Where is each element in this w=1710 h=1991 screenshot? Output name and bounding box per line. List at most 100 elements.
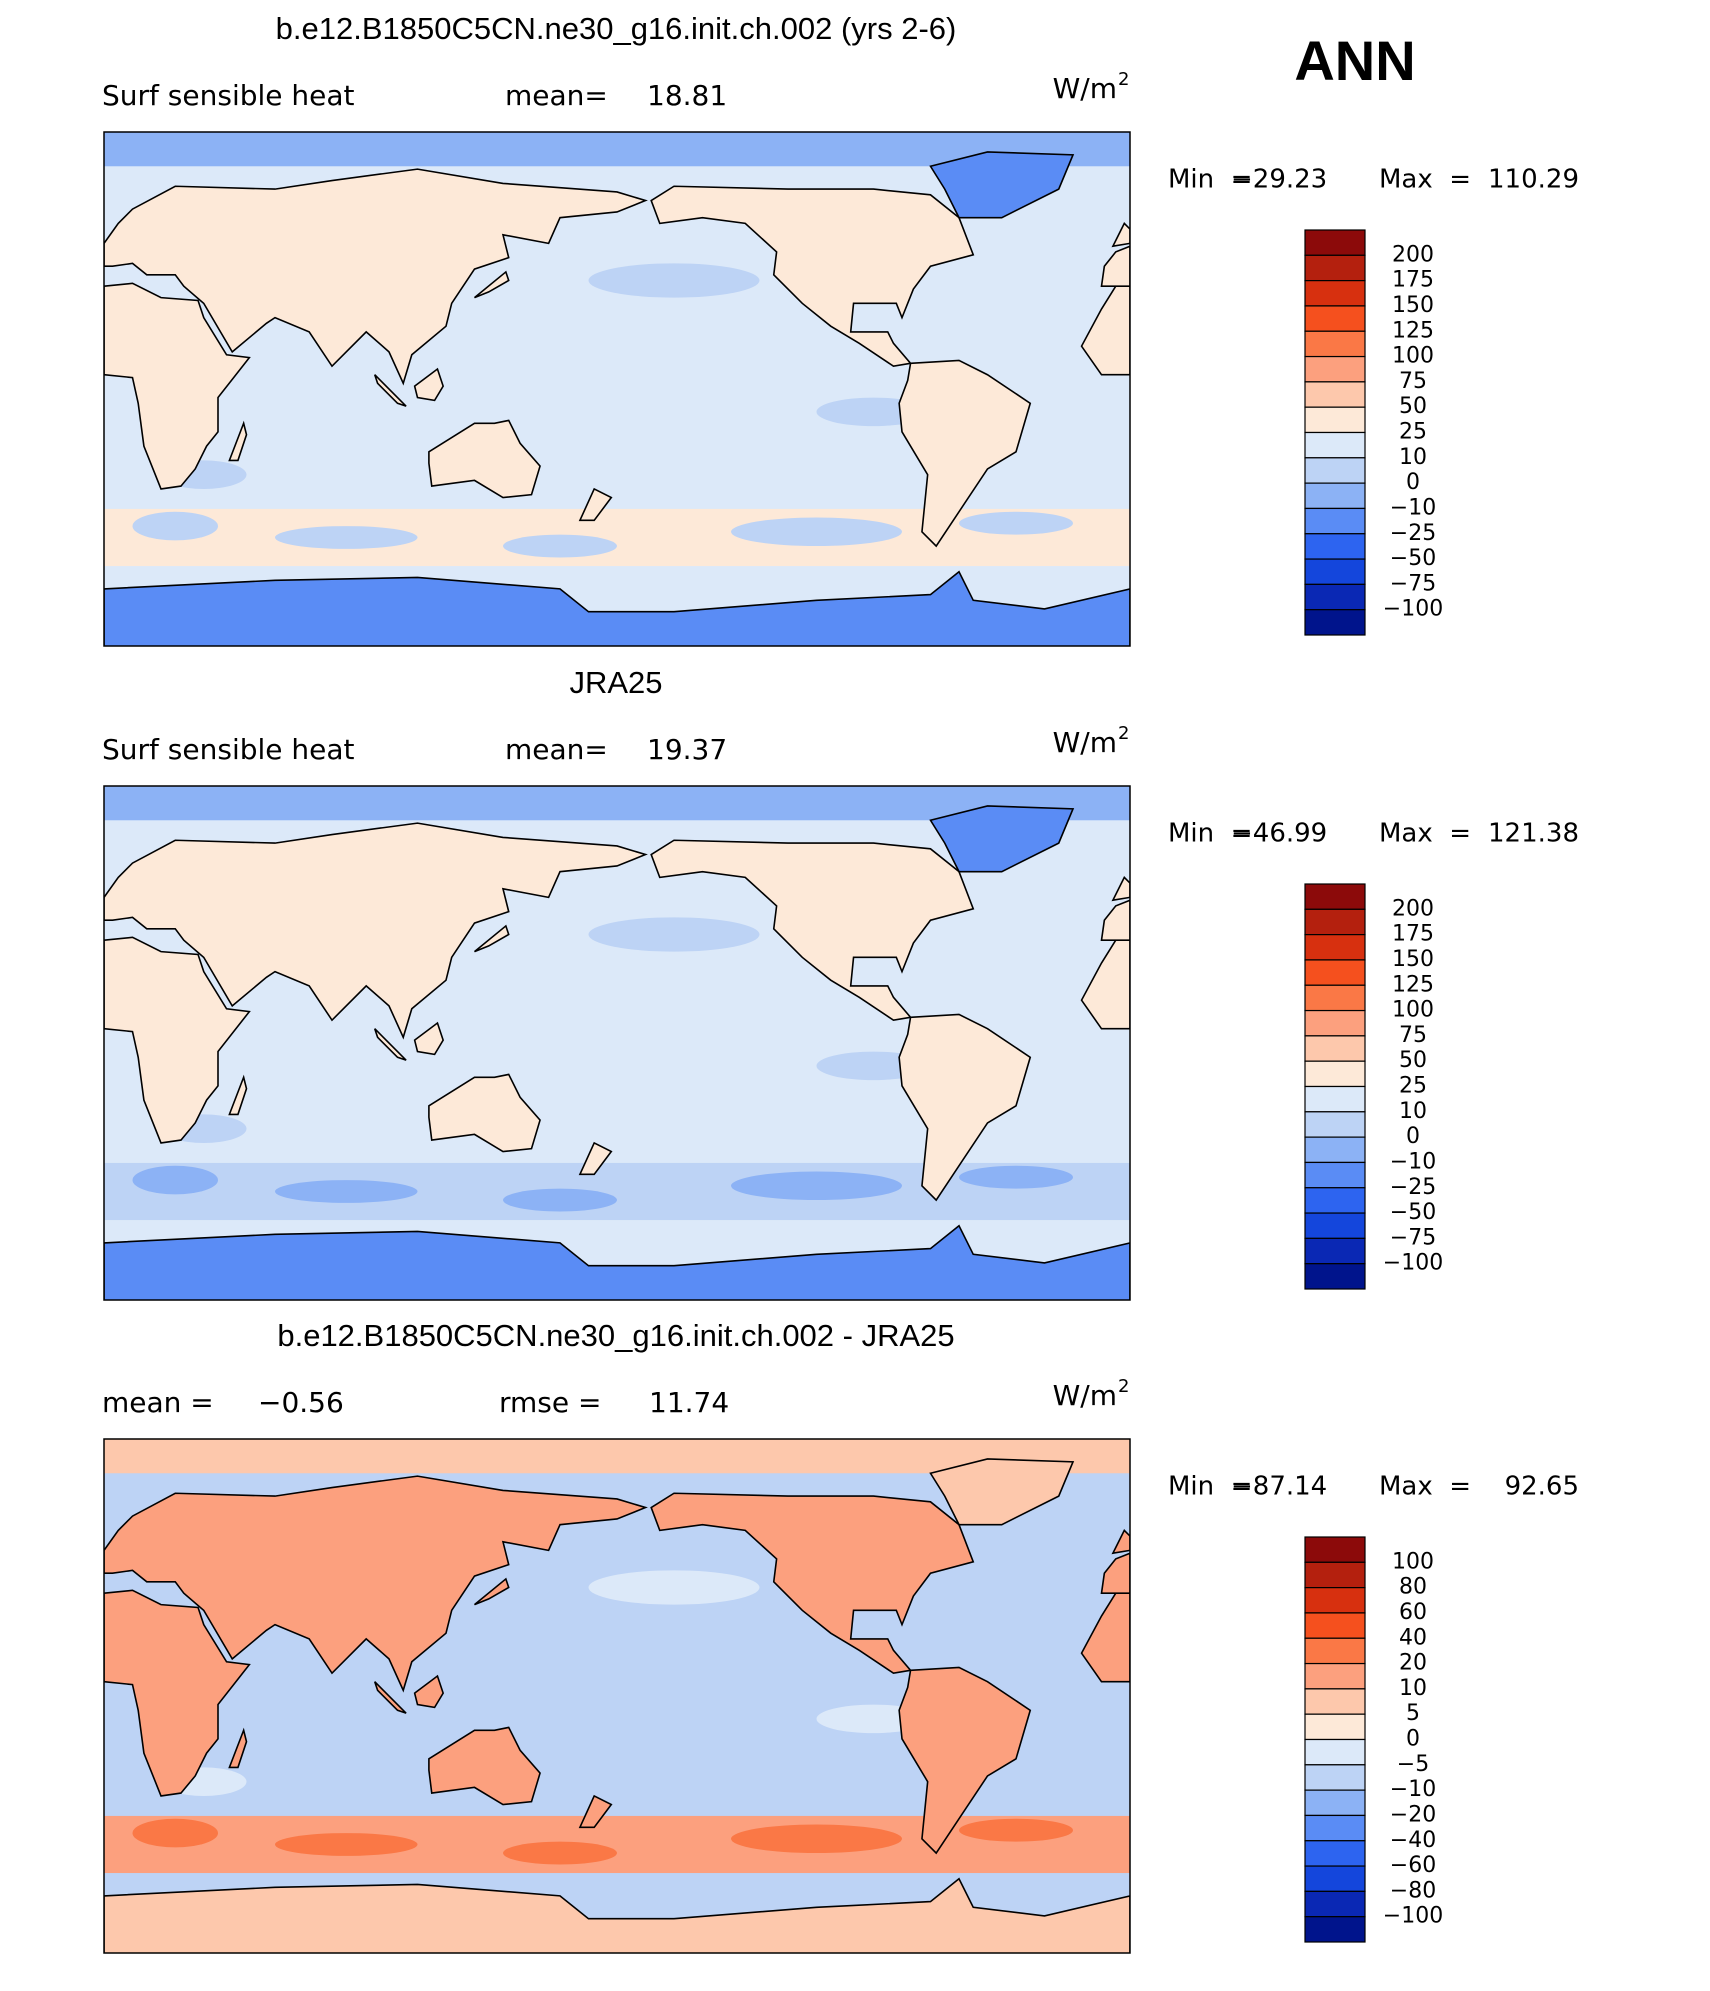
map-frame [103,785,1131,1301]
colorbar-box [1304,583,1366,611]
coastline [228,1727,248,1769]
coastline [373,1028,407,1061]
colorbar-box [1304,1637,1366,1665]
colorbar-label: 50 [1399,1048,1427,1073]
units: W/m [1053,1379,1117,1412]
colorbar-box [1304,1212,1366,1239]
coastline [373,1681,407,1714]
colorbar-label: −50 [1390,1200,1436,1225]
colorbar-label: 60 [1399,1600,1427,1625]
max-value: 110.29 [1488,165,1579,195]
colorbar-label: 10 [1399,1099,1427,1124]
colorbar-label: −10 [1390,495,1436,520]
coastline [898,1666,1032,1855]
colorbar-box [1304,457,1366,484]
colorbar-label: −60 [1390,1853,1436,1878]
colorbar-label: 100 [1392,998,1434,1023]
coastline [473,1577,510,1606]
colorbar-box [1304,1814,1366,1842]
coastline [104,1475,648,1693]
colorbar-label: 125 [1392,318,1434,343]
coastline [428,1726,541,1806]
colorbar-label: 10 [1399,1676,1427,1701]
colorbar-label: −10 [1390,1149,1436,1174]
coastline [104,570,1130,646]
coastline [428,1073,541,1153]
colorbar-box [1304,1865,1366,1892]
ocean-feature [503,1188,617,1212]
colorbar-box [1304,1713,1366,1741]
min-label: Min = [1168,165,1252,195]
ocean-feature [588,917,760,952]
colorbar-box [1304,355,1366,383]
panel-title: b.e12.B1850C5CN.ne30_g16.init.ch.002 (yr… [276,11,957,46]
colorbar-label: −75 [1390,1225,1436,1250]
colorbar-label: −100 [1383,1251,1443,1276]
coastline [929,151,1075,219]
colorbar-box [1304,507,1366,535]
colorbar-box [1304,1688,1366,1715]
colorbar-label: 5 [1406,1701,1420,1726]
colorbar-label: −25 [1390,521,1436,546]
colorbar-label: −100 [1383,597,1443,622]
colorbar-box [1304,984,1366,1012]
units: W/m [1053,72,1117,105]
ocean-feature [959,1818,1073,1842]
coastline [428,419,541,499]
coastline [1111,876,1130,902]
colorbar-box [1304,1060,1366,1088]
colorbar-label: −100 [1383,1904,1443,1929]
colorbar-box [1304,934,1366,961]
coastline [929,805,1075,873]
colorbar-label: 75 [1399,369,1427,394]
ocean-feature [588,263,760,298]
coastline [898,1013,1032,1202]
coastline [1080,1592,1130,1683]
variable-label: Surf sensible heat [102,733,355,766]
colorbar-label: −5 [1397,1752,1429,1777]
coastline [1111,1529,1130,1555]
max-label: Max = [1379,165,1471,195]
coastline [929,1458,1075,1526]
map [104,786,1130,1300]
colorbar-box [1304,1263,1366,1290]
stat-value: −0.56 [258,1386,344,1419]
colorbar-box [1304,229,1366,256]
ocean-feature [275,1180,418,1203]
ocean-feature [132,1818,218,1848]
coastline [650,1492,975,1674]
colorbar-box [1304,1764,1366,1791]
coastline [104,1589,251,1797]
colorbar-box [1304,1187,1366,1214]
colorbar-box [1304,1612,1366,1639]
colorbar-box [1304,1136,1366,1164]
colorbar-label: −25 [1390,1175,1436,1200]
colorbar-label: 175 [1392,922,1434,947]
colorbar-box [1304,1916,1366,1943]
colorbar-box [1304,1035,1366,1062]
variable-label: Surf sensible heat [102,79,355,112]
units-exponent: 2 [1118,1376,1129,1397]
colorbar-box [1304,482,1366,510]
coastline [1111,222,1130,248]
ocean-feature [503,1841,617,1865]
stat-value: 19.37 [647,733,727,766]
colorbar-label: 0 [1406,1727,1420,1752]
ocean-feature [503,534,617,558]
stat-label: mean= [505,733,608,766]
panel: b.e12.B1850C5CN.ne30_g16.init.ch.002 - J… [102,1318,1579,1954]
colorbar-label: 150 [1392,947,1434,972]
colorbar-box [1304,1890,1366,1918]
ocean-feature [588,1570,760,1605]
colorbar-label: 25 [1399,1074,1427,1099]
colorbar-label: 25 [1399,420,1427,445]
coastline [1100,245,1130,288]
colorbar-label: −10 [1390,1777,1436,1802]
coastline [473,924,510,953]
ocean-feature [959,511,1073,535]
colorbar-box [1304,609,1366,636]
coastline [473,270,510,299]
max-label: Max = [1379,819,1471,849]
coastline [228,1074,248,1116]
